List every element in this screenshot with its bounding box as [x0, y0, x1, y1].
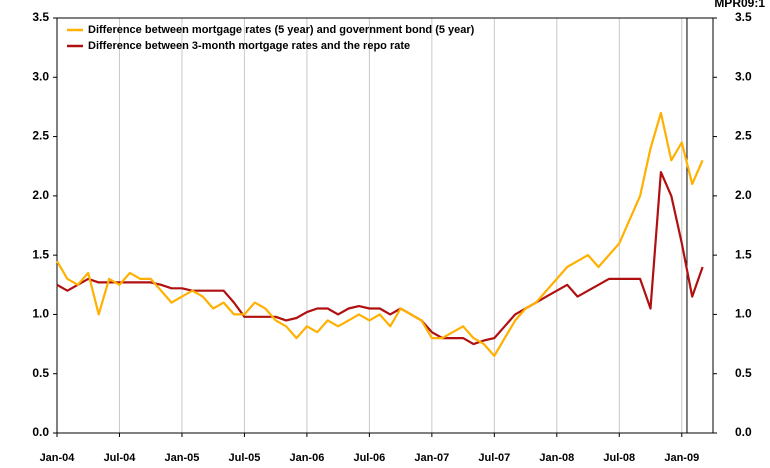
x-tick-label: Jan-05	[165, 452, 200, 464]
x-tick-label: Jan-06	[289, 452, 324, 464]
x-tick-label: Jul-08	[603, 452, 635, 464]
y2-tick-label: 2.5	[735, 129, 752, 143]
legend-label: Difference between 3-month mortgage rate…	[88, 40, 410, 52]
chart-label: MPR09:1	[714, 0, 765, 10]
y-tick-label: 2.0	[32, 188, 49, 202]
legend: Difference between mortgage rates (5 yea…	[67, 24, 475, 52]
y2-tick-label: 1.0	[735, 307, 752, 321]
y2-tick-label: 1.5	[735, 247, 752, 261]
y-tick-label: 2.5	[32, 129, 49, 143]
y-tick-label: 0.5	[32, 366, 49, 380]
y2-tick-label: 3.5	[735, 10, 752, 24]
y-tick-label: 1.0	[32, 307, 49, 321]
x-tick-label: Jul-07	[478, 452, 510, 464]
x-tick-label: Jan-04	[40, 452, 76, 464]
y2-tick-label: 0.0	[735, 425, 752, 439]
x-tick-label: Jul-05	[229, 452, 261, 464]
y-tick-label: 1.5	[32, 247, 49, 261]
y2-tick-label: 2.0	[735, 188, 752, 202]
x-tick-label: Jan-08	[539, 452, 574, 464]
y-tick-label: 3.0	[32, 69, 49, 83]
x-tick-label: Jan-07	[414, 452, 449, 464]
x-tick-label: Jul-06	[353, 452, 385, 464]
series-line	[56, 111, 704, 357]
plot-frame	[56, 17, 714, 434]
x-tick-label: Jan-09	[664, 452, 699, 464]
y2-tick-label: 3.0	[735, 69, 752, 83]
legend-label: Difference between mortgage rates (5 yea…	[88, 24, 475, 36]
x-tick-label: Jul-04	[104, 452, 137, 464]
y-tick-label: 3.5	[32, 10, 49, 24]
series-line	[56, 171, 704, 346]
y-tick-label: 0.0	[32, 425, 49, 439]
y2-tick-label: 0.5	[735, 366, 752, 380]
